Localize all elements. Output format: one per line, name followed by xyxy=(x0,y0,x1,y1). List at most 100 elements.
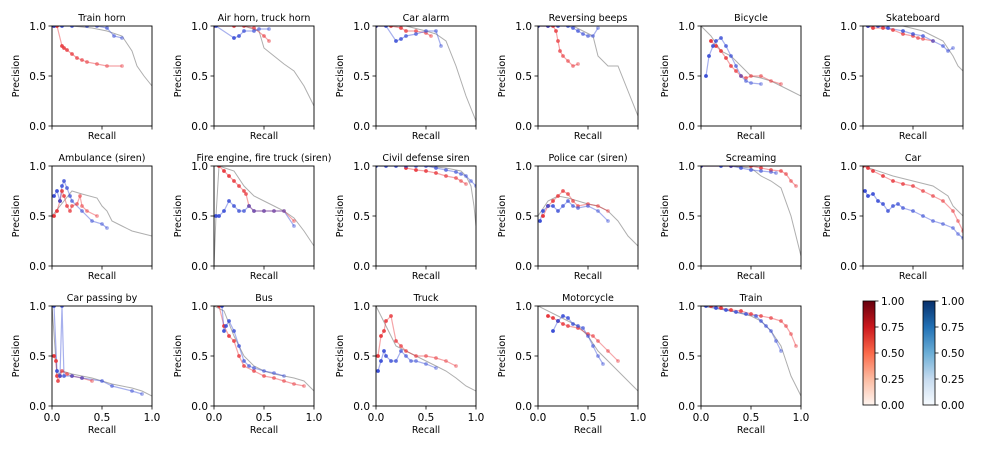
red-point xyxy=(556,39,560,43)
red-point xyxy=(394,339,398,343)
panel-fire-engine-fire-truck-siren: Fire engine, fire truck (siren) 0.0 0.5 1.0… xyxy=(173,153,331,282)
y-axis-label: Precision xyxy=(497,195,508,237)
red-point xyxy=(302,384,306,388)
series-blue-line xyxy=(53,179,108,229)
plot-area xyxy=(538,189,638,247)
blue-point xyxy=(242,29,246,33)
y-tick-label: 0.5 xyxy=(29,351,46,363)
red-point xyxy=(749,74,753,78)
axes-frame xyxy=(537,25,639,127)
blue-point xyxy=(759,319,763,323)
red-point xyxy=(242,364,246,368)
plot-area xyxy=(538,306,638,392)
blue-point xyxy=(237,34,241,38)
x-tick-label: 1.0 xyxy=(306,412,323,424)
series-red-line xyxy=(538,26,579,67)
red-point xyxy=(769,316,773,320)
x-tick-label: 0.5 xyxy=(580,412,597,424)
y-tick-label: 0.5 xyxy=(515,71,532,83)
panel-screaming: Screaming 0.0 0.5 1.0 Recall Precision xyxy=(660,153,802,282)
blue-point xyxy=(262,209,266,213)
red-point xyxy=(414,354,418,358)
series-gray-line xyxy=(538,306,638,392)
blue-point xyxy=(232,204,236,208)
y-axis-label: Precision xyxy=(660,335,671,377)
blue-point xyxy=(606,219,610,223)
blue-point xyxy=(379,359,383,363)
blue-point xyxy=(729,54,733,58)
blue-point xyxy=(941,222,945,226)
series-red-line xyxy=(53,355,93,384)
blue-point xyxy=(724,308,728,312)
blue-point xyxy=(232,329,236,333)
series-blue-line xyxy=(705,306,782,352)
red-point xyxy=(734,69,738,73)
red-point xyxy=(759,314,763,318)
y-tick-label: 0.0 xyxy=(353,261,370,273)
blue-point xyxy=(591,344,595,348)
blue-point xyxy=(744,79,748,83)
blue-point xyxy=(714,306,718,310)
blue-point xyxy=(389,359,393,363)
x-axis-label: Recall xyxy=(412,131,440,142)
y-tick-label: 1.0 xyxy=(353,161,370,173)
red-point xyxy=(242,26,246,28)
y-tick-label: 0.0 xyxy=(29,121,46,133)
series-blue-line xyxy=(864,190,963,239)
blue-point xyxy=(404,354,408,358)
blue-point xyxy=(734,64,738,68)
colorbar-tick-label: 0.75 xyxy=(941,322,964,334)
blue-point xyxy=(538,219,542,223)
blue-point xyxy=(60,184,64,188)
blue-point xyxy=(110,384,114,388)
blue-point xyxy=(886,209,890,213)
panel-title: Car alarm xyxy=(403,13,450,24)
y-tick-label: 0.5 xyxy=(353,351,370,363)
red-point xyxy=(267,39,271,43)
series-blue-line xyxy=(377,349,437,372)
y-tick-label: 1.0 xyxy=(191,161,208,173)
axes-frame xyxy=(700,165,802,267)
plot-area xyxy=(214,306,314,392)
y-tick-label: 0.0 xyxy=(515,261,532,273)
red-point xyxy=(961,229,963,233)
red-point xyxy=(881,26,885,30)
red-point xyxy=(429,34,433,38)
red-point xyxy=(222,169,226,173)
blue-point xyxy=(376,166,378,168)
blue-point xyxy=(764,324,768,328)
series-gray-line xyxy=(538,26,638,117)
red-point xyxy=(571,64,575,68)
y-tick-label: 0.0 xyxy=(29,261,46,273)
blue-point xyxy=(404,166,408,168)
red-point xyxy=(55,26,59,28)
red-point xyxy=(90,379,94,383)
x-tick-label: 0.0 xyxy=(530,412,547,424)
panel-title: Ambulance (siren) xyxy=(59,153,146,164)
x-tick-label: 0.5 xyxy=(418,412,435,424)
y-tick-label: 0.5 xyxy=(191,351,208,363)
blue-point xyxy=(601,362,605,366)
x-tick-label: 0.0 xyxy=(368,412,385,424)
x-axis-label: Recall xyxy=(574,271,602,282)
panel-bicycle: Bicycle 0.0 0.5 1.0 Recall Precision xyxy=(660,13,802,142)
panel-truck: Truck 0.0 0.5 1.0 0.0 0.5 1.0 Recall Precision xyxy=(335,293,484,436)
red-point xyxy=(739,309,743,313)
blue-point xyxy=(459,172,463,176)
axes-frame xyxy=(51,165,153,267)
red-point xyxy=(232,339,236,343)
series-gray-line xyxy=(214,26,314,107)
red-point xyxy=(434,171,438,175)
red-point xyxy=(292,382,296,386)
red-point xyxy=(444,174,448,178)
blue-point xyxy=(754,314,758,318)
red-point xyxy=(237,184,241,188)
x-axis-label: Recall xyxy=(737,131,765,142)
blue-point xyxy=(538,26,540,28)
y-tick-label: 0.5 xyxy=(353,211,370,223)
blue-point xyxy=(749,81,753,85)
red-point xyxy=(95,62,99,66)
red-point xyxy=(434,356,438,360)
red-point xyxy=(242,189,246,193)
blue-point xyxy=(749,168,753,172)
